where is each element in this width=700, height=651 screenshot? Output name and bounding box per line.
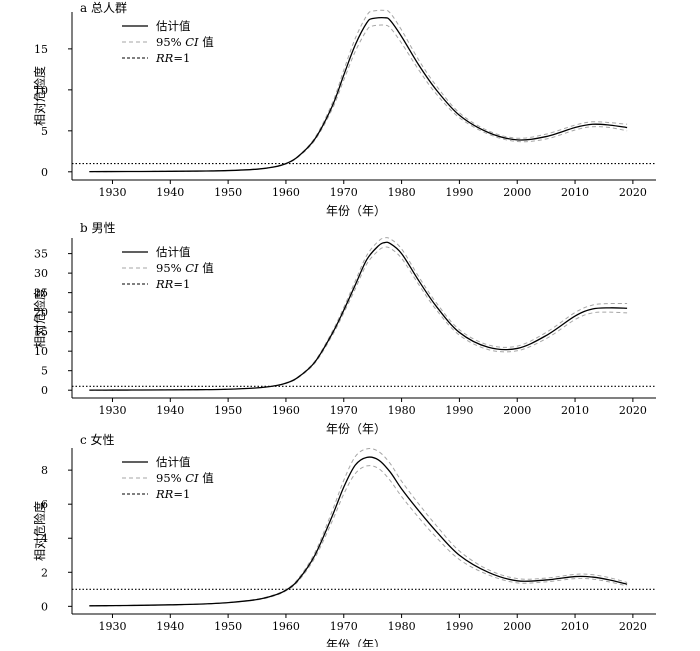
legend: 估计值 95% CI 值 RR=1 <box>122 455 214 501</box>
panel-title: c 女性 <box>80 432 115 447</box>
legend: 估计值 95% CI 值 RR=1 <box>122 245 214 291</box>
x-tick-label: 1950 <box>214 620 242 633</box>
y-tick-label: 15 <box>34 326 48 339</box>
x-axis-label: 年份（年） <box>326 204 386 218</box>
legend-ci-italic: CI <box>185 261 199 275</box>
legend-label-rr: RR=1 <box>155 487 190 501</box>
legend-ci-italic: CI <box>185 471 199 485</box>
ci-upper-line <box>89 448 628 607</box>
ci-lower-line <box>89 246 628 391</box>
y-axis-label: 相对危险度 <box>32 66 47 126</box>
y-tick-label: 2 <box>41 566 48 579</box>
y-tick-label: 10 <box>34 84 48 97</box>
legend-label-estimate: 估计值 <box>156 19 191 33</box>
x-tick-label: 2000 <box>503 620 531 633</box>
y-tick-label: 8 <box>41 464 48 477</box>
chart-panel-a: 1930 1940 1950 1960 1970 1980 1990 2000 2010 2020… <box>32 1 656 218</box>
x-tick-label: 1980 <box>388 404 416 417</box>
y-tick-label: 4 <box>41 532 48 545</box>
estimate-line <box>89 16 628 173</box>
x-tick-label: 1960 <box>272 404 300 417</box>
y-tick-label: 0 <box>41 384 48 397</box>
x-tick-label: 1940 <box>156 186 184 199</box>
x-tick-label: 1980 <box>388 186 416 199</box>
x-tick-label: 1990 <box>445 620 473 633</box>
x-tick-label: 2010 <box>561 404 589 417</box>
x-axis-label: 年份（年） <box>326 422 386 436</box>
legend-ci-suffix: 值 <box>199 471 215 485</box>
legend-label-ci: 95% CI 值 <box>156 261 214 275</box>
y-tick-label: 10 <box>34 345 48 358</box>
y-tick-label: 6 <box>41 498 48 511</box>
y-tick-label: 35 <box>34 248 48 261</box>
x-tick-label: 1950 <box>214 186 242 199</box>
x-tick-label: 2020 <box>619 404 647 417</box>
x-tick-label: 2020 <box>619 186 647 199</box>
ci-upper-line <box>89 237 628 391</box>
chart-panel-b: 1930 1940 1950 1960 1970 1980 1990 2000 2010 2020… <box>32 221 656 436</box>
x-tick-label: 1960 <box>272 186 300 199</box>
legend-rr-italic: RR <box>155 487 174 501</box>
x-tick-label: 1970 <box>330 186 358 199</box>
chart-panel-c: 1930 1940 1950 1960 1970 1980 1990 2000 2010 2020… <box>32 432 656 651</box>
x-axis-label: 年份（年） <box>326 638 386 647</box>
y-tick-label: 0 <box>41 600 48 613</box>
legend-rr-italic: RR <box>155 51 174 65</box>
panels: 1930 1940 1950 1960 1970 1980 1990 2000 2010 2020… <box>32 1 656 651</box>
x-tick-label: 1940 <box>156 404 184 417</box>
x-tick-label: 1970 <box>330 404 358 417</box>
legend-label-estimate: 估计值 <box>156 245 191 259</box>
legend-ci-prefix: 95% <box>156 471 185 485</box>
x-tick-label: 1940 <box>156 620 184 633</box>
x-tick-label: 2000 <box>503 404 531 417</box>
legend-rr-suffix: =1 <box>173 51 190 65</box>
legend-label-ci: 95% CI 值 <box>156 471 214 485</box>
estimate-line <box>89 456 628 607</box>
x-tick-label: 1990 <box>445 186 473 199</box>
x-tick-label: 1960 <box>272 620 300 633</box>
y-tick-label: 15 <box>34 43 48 56</box>
x-tick-label: 1930 <box>98 620 126 633</box>
ci-lower-line <box>89 24 628 173</box>
y-tick-label: 5 <box>41 365 48 378</box>
legend-rr-suffix: =1 <box>173 277 190 291</box>
legend-label-estimate: 估计值 <box>156 455 191 469</box>
y-axis-label: 相对危险度 <box>32 288 47 348</box>
legend-label-rr: RR=1 <box>155 277 190 291</box>
x-tick-label: 2020 <box>619 620 647 633</box>
legend-ci-suffix: 值 <box>199 35 215 49</box>
x-tick-label: 1990 <box>445 404 473 417</box>
ci-lower-line <box>89 465 628 607</box>
panel-title: b 男性 <box>80 221 116 235</box>
x-tick-label: 1930 <box>98 186 126 199</box>
legend: 估计值 95% CI 值 RR=1 <box>122 19 214 65</box>
ci-upper-line <box>89 9 628 173</box>
y-axis-label: 相对危险度 <box>32 501 47 561</box>
x-tick-label: 2010 <box>561 620 589 633</box>
legend-label-ci: 95% CI 值 <box>156 35 214 49</box>
legend-rr-italic: RR <box>155 277 174 291</box>
estimate-line <box>89 241 628 391</box>
x-tick-label: 1950 <box>214 404 242 417</box>
legend-ci-prefix: 95% <box>156 261 185 275</box>
x-tick-label: 1970 <box>330 620 358 633</box>
y-tick-label: 25 <box>34 287 48 300</box>
x-tick-label: 2010 <box>561 186 589 199</box>
y-tick-label: 0 <box>41 166 48 179</box>
y-tick-label: 5 <box>41 125 48 138</box>
panel-title: a 总人群 <box>80 1 127 15</box>
y-tick-label: 30 <box>34 267 48 280</box>
x-tick-label: 1980 <box>388 620 416 633</box>
legend-label-rr: RR=1 <box>155 51 190 65</box>
legend-ci-italic: CI <box>185 35 199 49</box>
legend-ci-suffix: 值 <box>199 261 215 275</box>
x-tick-label: 2000 <box>503 186 531 199</box>
y-tick-label: 20 <box>34 306 48 319</box>
legend-ci-prefix: 95% <box>156 35 185 49</box>
legend-rr-suffix: =1 <box>173 487 190 501</box>
x-tick-label: 1930 <box>98 404 126 417</box>
